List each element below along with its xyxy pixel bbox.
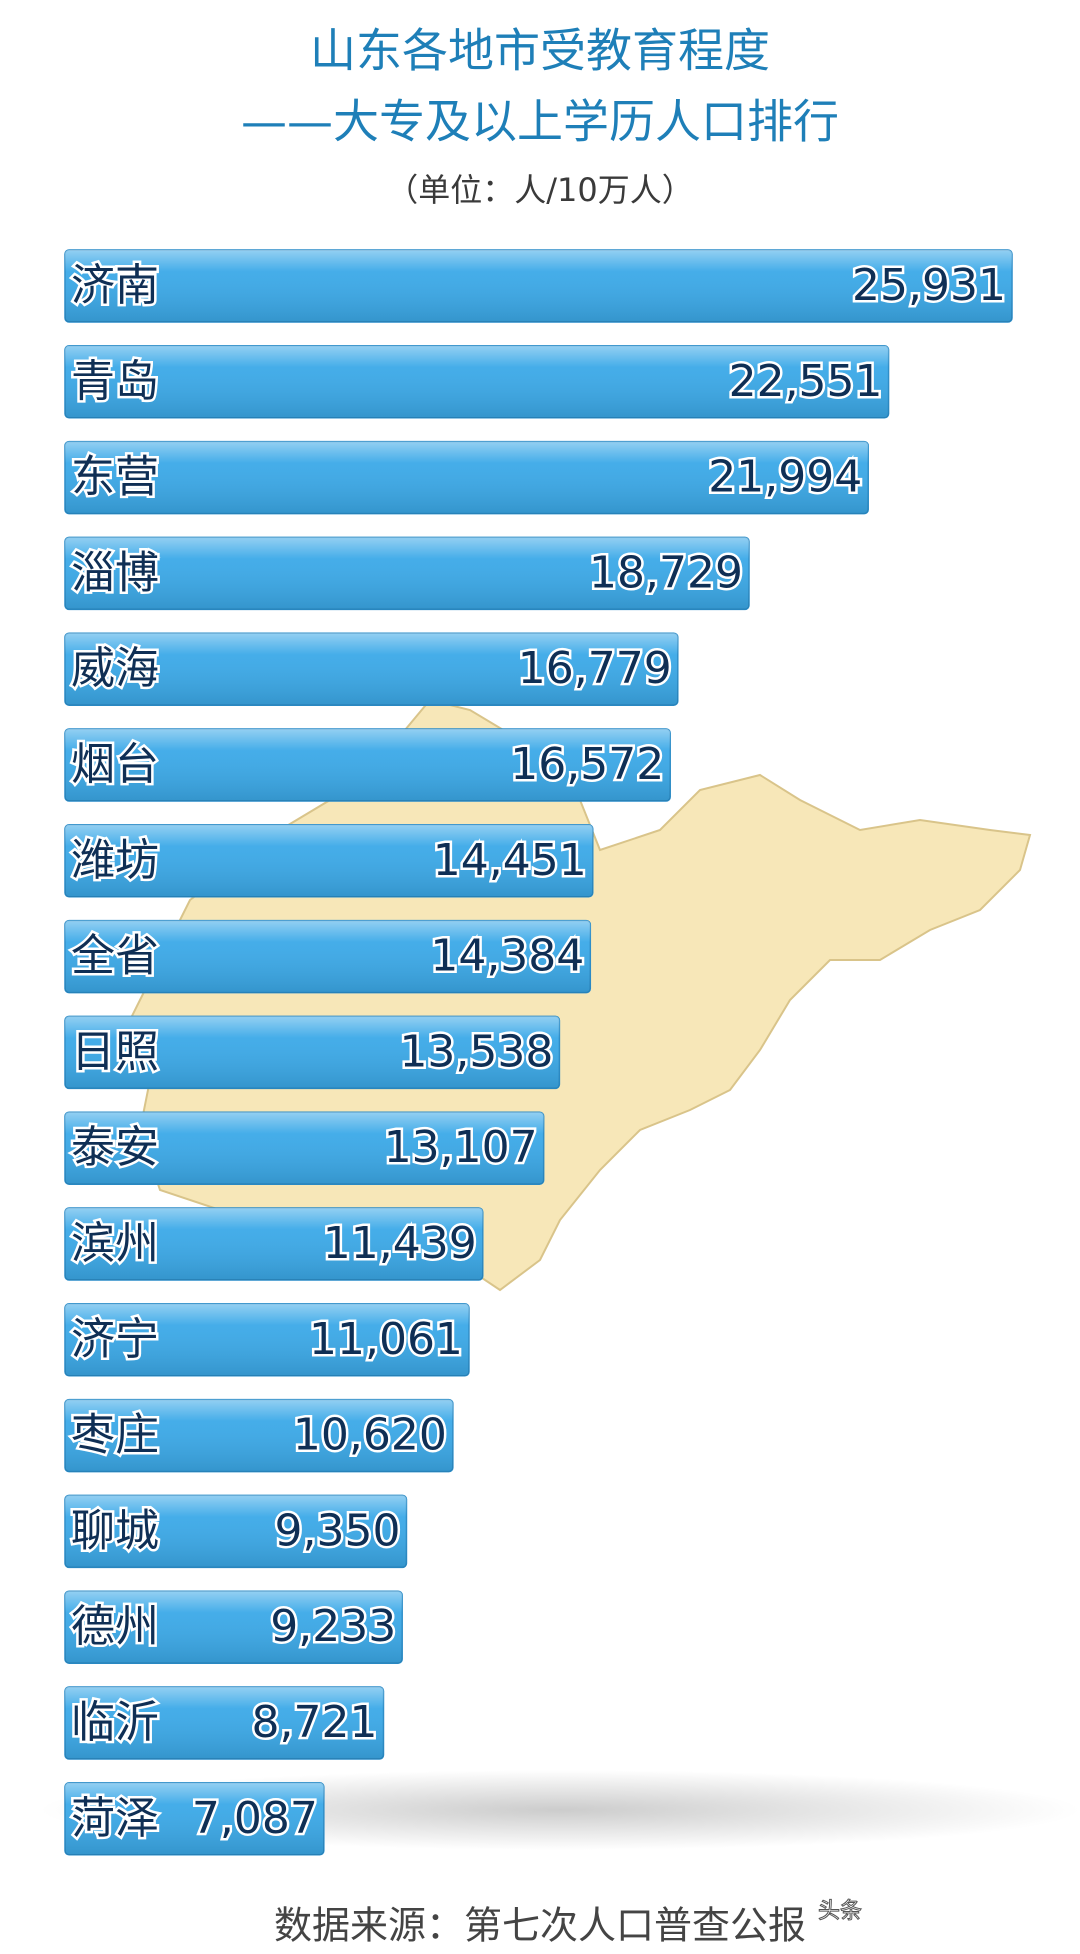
category-label: 德州 — [71, 1601, 159, 1652]
value-label: 9,233 — [270, 1601, 396, 1652]
value-label: 14,451 — [433, 835, 587, 886]
category-label: 烟台 — [71, 739, 159, 790]
value-label: 10,620 — [293, 1410, 447, 1461]
category-label: 淄博 — [71, 547, 159, 598]
bars: 济南 25,931 青岛 22,551 东营 21,994 淄博 18,729 威海 16,779… — [64, 249, 1013, 1856]
category-label: 枣庄 — [71, 1410, 159, 1461]
category-label: 滨州 — [71, 1218, 159, 1269]
value-label: 9,350 — [274, 1505, 400, 1556]
chart-title: 山东各地市受教育程度 — [310, 24, 770, 78]
value-label: 14,384 — [430, 931, 584, 982]
value-label: 18,729 — [589, 547, 743, 598]
value-label: 16,572 — [510, 739, 664, 790]
chart-subtitle: ——大专及以上学历人口排行 — [241, 95, 839, 149]
value-label: 13,107 — [384, 1122, 538, 1173]
category-label: 聊城 — [71, 1505, 159, 1556]
value-label: 25,931 — [852, 260, 1006, 311]
category-label: 日照 — [71, 1026, 159, 1077]
category-label: 泰安 — [71, 1122, 159, 1173]
value-label: 7,087 — [192, 1793, 318, 1844]
value-label: 11,439 — [323, 1218, 477, 1269]
watermark: 头条 — [818, 1899, 862, 1924]
value-label: 13,538 — [399, 1026, 553, 1077]
category-label: 青岛 — [71, 356, 159, 407]
category-label: 菏泽 — [71, 1793, 159, 1844]
category-label: 潍坊 — [71, 835, 159, 886]
value-label: 11,061 — [309, 1314, 463, 1365]
category-label: 临沂 — [71, 1697, 159, 1748]
value-label: 16,779 — [518, 643, 672, 694]
source: 数据来源：第七次人口普查公报 — [274, 1904, 806, 1948]
category-label: 济南 — [71, 260, 159, 311]
category-label: 全省 — [71, 931, 159, 982]
category-label: 威海 — [71, 643, 159, 694]
unit-note: （单位：人/10万人） — [386, 171, 694, 209]
value-label: 8,721 — [252, 1697, 378, 1748]
value-label: 22,551 — [729, 356, 883, 407]
category-label: 东营 — [71, 452, 159, 503]
category-label: 济宁 — [71, 1314, 159, 1365]
value-label: 21,994 — [708, 452, 862, 503]
